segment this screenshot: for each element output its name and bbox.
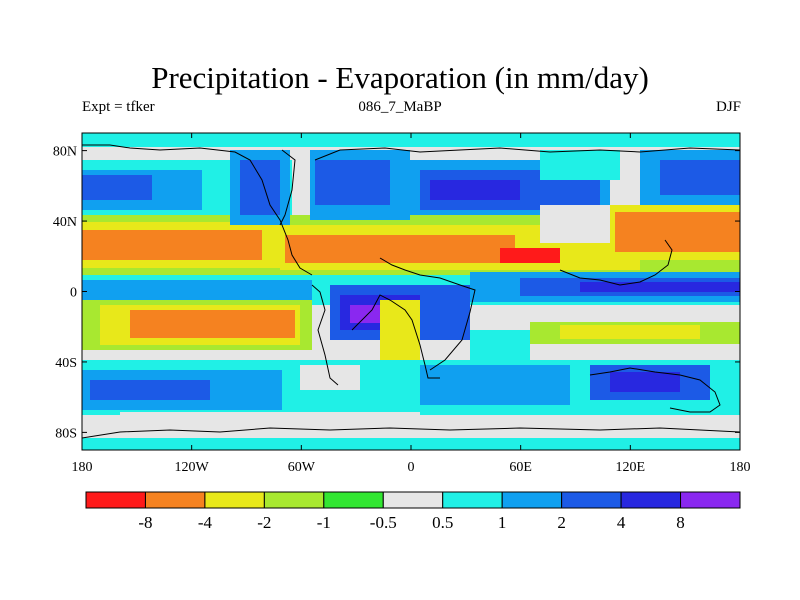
colorbar-label: -2	[257, 513, 271, 532]
plot-title: Precipitation - Evaporation (in mm/day)	[151, 60, 649, 95]
y-tick-label: 40N	[53, 215, 77, 230]
colorbar-label: -1	[317, 513, 331, 532]
colorbar-swatch	[561, 491, 622, 509]
colorbar-swatch	[263, 491, 325, 509]
case-label: 086_7_MaBP	[358, 99, 442, 115]
coastlines	[82, 144, 740, 439]
colorbar-label: 1	[498, 513, 507, 532]
colorbar-label: -0.5	[370, 513, 397, 532]
colorbar: -8 -4 -2 -1 -0.5 0.5 1 2 4 8	[85, 491, 741, 532]
x-tick-label: 180	[730, 460, 751, 475]
colorbar-swatch	[442, 491, 503, 509]
experiment-label: Expt = tfker	[82, 99, 155, 115]
south-storm-track	[82, 360, 740, 424]
colorbar-swatch	[323, 491, 384, 509]
colorbar-label: -4	[198, 513, 213, 532]
map-panel	[81, 132, 741, 451]
colorbar-label: 4	[617, 513, 626, 532]
season-label: DJF	[715, 99, 741, 115]
colorbar-label: 2	[557, 513, 566, 532]
x-tick-label: 120W	[175, 460, 210, 475]
y-tick-label: 40S	[55, 356, 77, 371]
south-subtropic-belt	[82, 300, 740, 360]
colorbar-swatch	[144, 491, 206, 509]
colorbar-swatch	[680, 491, 741, 509]
x-tick-label: 60E	[509, 460, 532, 475]
colorbar-swatch	[620, 491, 682, 509]
longitude-axis: 180 120W 60W 0 60E 120E 180	[72, 133, 751, 475]
colorbar-label: 8	[676, 513, 685, 532]
north-subtropic-belt	[82, 205, 740, 275]
colorbar-swatch	[85, 491, 146, 509]
colorbar-swatch	[501, 491, 563, 509]
colorbar-label: 0.5	[432, 513, 453, 532]
x-tick-label: 0	[408, 460, 415, 475]
y-tick-label: 80S	[55, 426, 77, 441]
y-tick-label: 80N	[53, 145, 77, 160]
colorbar-label: -8	[138, 513, 152, 532]
x-tick-label: 120E	[616, 460, 646, 475]
y-tick-label: 0	[70, 286, 77, 301]
arctic-band	[82, 133, 740, 147]
colorbar-swatch	[204, 491, 265, 509]
north-continent-moisture	[230, 150, 740, 243]
latitude-axis: 80N 40N 0 40S 80S	[53, 145, 740, 441]
colorbar-swatch	[382, 491, 444, 509]
x-tick-label: 60W	[288, 460, 316, 475]
x-tick-label: 180	[72, 460, 93, 475]
